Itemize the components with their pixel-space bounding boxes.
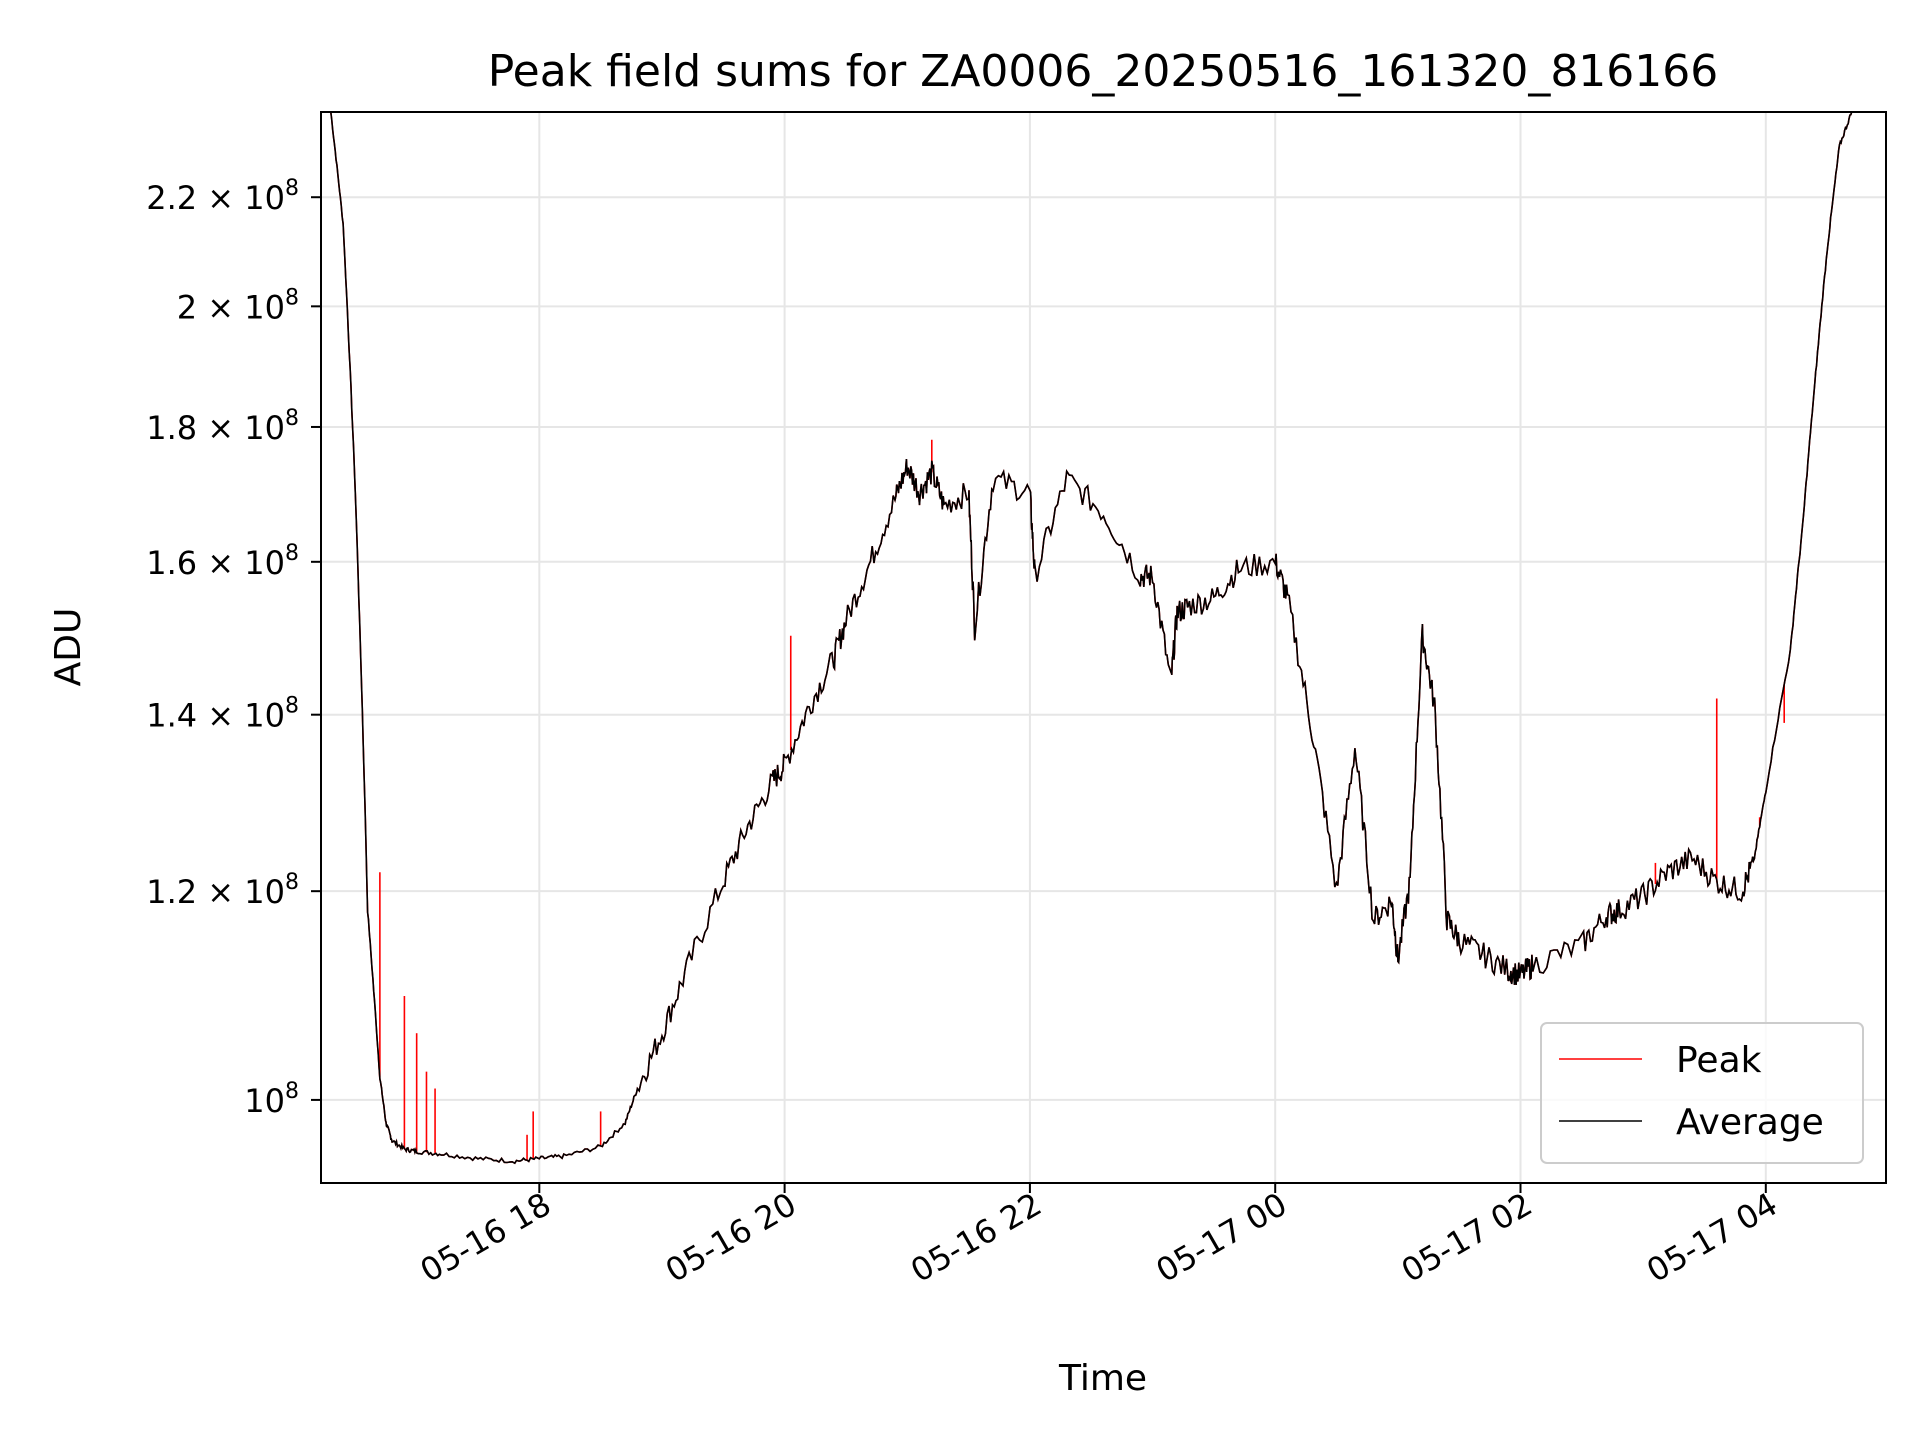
legend: Peak Average xyxy=(1540,1022,1864,1164)
y-tick-label: 1.2 × 108 xyxy=(146,870,299,911)
chart-title: Peak field sums for ZA0006_20250516_1613… xyxy=(488,46,1719,97)
y-axis-title: ADU xyxy=(48,608,89,687)
series-average xyxy=(330,112,1853,1165)
y-tick-label: 2.2 × 108 xyxy=(146,176,299,217)
plot-frame xyxy=(320,111,1887,1184)
y-axis: 108 1.2 × 108 1.4 × 108 1.6 × 108 1.8 × 108 2… xyxy=(146,176,321,1120)
x-axis-title: Time xyxy=(1058,1358,1147,1399)
y-tick-label: 1.8 × 108 xyxy=(146,406,299,447)
y-tick-label: 1.4 × 108 xyxy=(146,694,299,735)
average-line xyxy=(330,112,1853,1165)
legend-box xyxy=(1540,1022,1864,1164)
y-tick-label: 1.6 × 108 xyxy=(146,541,299,582)
legend-label-peak: Peak xyxy=(1676,1040,1762,1081)
y-tick-label: 108 xyxy=(244,1079,299,1120)
grid xyxy=(321,112,1886,1183)
legend-label-average: Average xyxy=(1676,1102,1824,1143)
y-tick-label: 2 × 108 xyxy=(177,285,299,326)
